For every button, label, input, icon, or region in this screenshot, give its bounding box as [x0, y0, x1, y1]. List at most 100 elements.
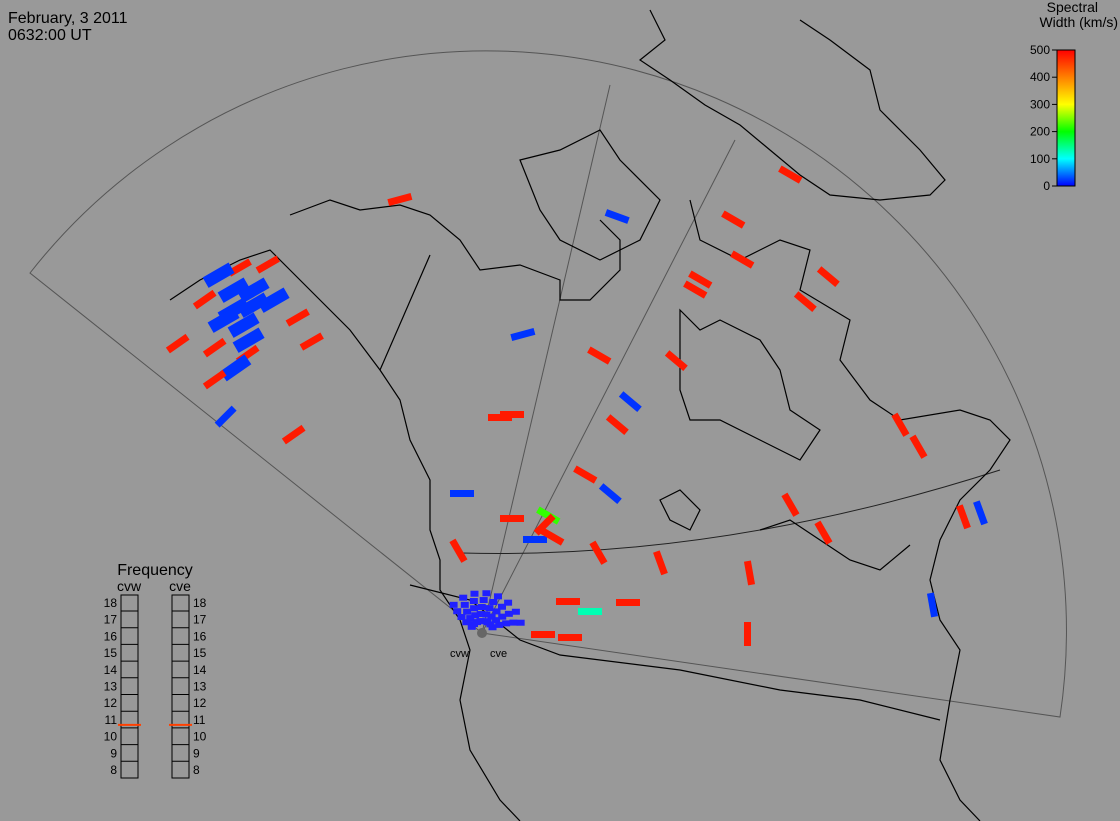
echo — [573, 465, 598, 484]
frequency-tick-label: 12 — [193, 696, 207, 710]
colorbar-title: Width (km/s) — [1039, 14, 1118, 30]
echo — [281, 424, 306, 445]
echo — [207, 307, 240, 333]
echo — [500, 515, 524, 522]
echo — [664, 350, 688, 372]
frequency-tick-label: 14 — [193, 663, 207, 677]
echo-cluster — [477, 604, 486, 611]
frequency-tick-label: 13 — [104, 680, 118, 694]
echo — [299, 332, 324, 351]
frequency-title: Frequency — [117, 562, 193, 579]
echo — [721, 210, 746, 229]
echo — [202, 262, 235, 288]
echo-cluster — [470, 605, 479, 612]
echo — [237, 292, 270, 318]
echo-cluster — [453, 608, 462, 615]
echo — [449, 538, 468, 563]
radar-site — [477, 628, 487, 638]
echo — [257, 287, 290, 313]
echo-cluster — [489, 599, 498, 606]
echo-cluster — [463, 608, 472, 615]
echo — [285, 308, 310, 327]
echo — [450, 490, 474, 497]
frequency-panel: 8 9 10 11 12 13 14 15 16 17 18 8 9 10 11 12 13 14 15 16 17 18 — [104, 594, 207, 779]
frequency-tick-label: 16 — [104, 629, 118, 643]
echo-cluster — [487, 613, 496, 620]
echo — [500, 411, 524, 418]
echo-cluster — [462, 619, 471, 626]
frequency-tick-label: 15 — [193, 646, 207, 660]
echo-cluster — [485, 605, 494, 612]
echo — [781, 492, 800, 517]
echo-cluster — [479, 597, 488, 604]
echo — [816, 266, 840, 288]
echo — [237, 277, 270, 303]
echo — [616, 599, 640, 606]
echo — [556, 598, 580, 605]
colorbar-tick-label: 500 — [1030, 43, 1050, 57]
frequency-tick-label: 10 — [193, 730, 207, 744]
echo — [956, 504, 971, 530]
echo — [793, 291, 817, 313]
radar-label: cve — [490, 648, 507, 660]
echo — [587, 346, 612, 365]
frequency-tick-label: 10 — [104, 730, 118, 744]
echo-cluster — [492, 617, 501, 624]
echo — [891, 412, 910, 437]
echo — [531, 631, 555, 638]
echo — [227, 312, 260, 338]
echo — [533, 513, 556, 536]
time: 0632:00 UT — [8, 27, 92, 44]
frequency-tick-label: 15 — [104, 646, 118, 660]
field-of-view — [29, 50, 1067, 718]
echo-cluster — [492, 608, 501, 615]
echo — [219, 354, 252, 382]
echo — [510, 328, 536, 342]
colorbar-tick-label: 400 — [1030, 70, 1050, 84]
echo-cluster — [459, 594, 468, 601]
echo — [387, 193, 413, 207]
echo-cluster — [471, 612, 480, 619]
echo — [604, 209, 630, 224]
echo — [192, 289, 217, 310]
colorbar-ticks: 0 100 200 300 400 500 — [1030, 43, 1057, 193]
frequency-tick-label: 17 — [193, 613, 207, 627]
colorbar-tick-label: 0 — [1043, 179, 1050, 193]
colorbar-tick-label: 300 — [1030, 97, 1050, 111]
echo — [255, 255, 280, 274]
echo — [214, 405, 237, 428]
echo — [540, 527, 565, 546]
echo-cluster — [466, 615, 475, 622]
echo-cluster — [476, 611, 485, 618]
echo — [217, 277, 250, 303]
frequency-tick-label: 13 — [193, 680, 207, 694]
echo — [688, 270, 713, 289]
echo — [202, 337, 227, 358]
echo-cluster — [509, 619, 518, 626]
frequency-tick-label: 9 — [110, 746, 117, 760]
echo — [730, 250, 755, 269]
echo — [523, 536, 547, 543]
echo-cluster — [488, 624, 497, 631]
echo — [536, 506, 561, 525]
echo-cluster — [504, 610, 513, 617]
echo — [598, 483, 622, 505]
echo — [165, 333, 190, 354]
echo — [232, 327, 265, 353]
echo — [909, 434, 928, 459]
echo-cluster — [511, 608, 520, 615]
echo-cluster — [470, 590, 479, 597]
frequency-tick-label: 8 — [193, 763, 200, 777]
echo-cluster — [516, 619, 525, 626]
echo — [926, 592, 939, 618]
echo-cluster — [482, 611, 491, 618]
date: February, 3 2011 — [8, 10, 128, 27]
frequency-tick-label: 9 — [193, 746, 200, 760]
echo — [605, 414, 629, 436]
echo — [578, 608, 602, 615]
echo-cluster — [482, 590, 491, 597]
radar-label: cvw — [450, 648, 469, 660]
echoes — [165, 165, 988, 646]
echo-cluster — [497, 603, 506, 610]
